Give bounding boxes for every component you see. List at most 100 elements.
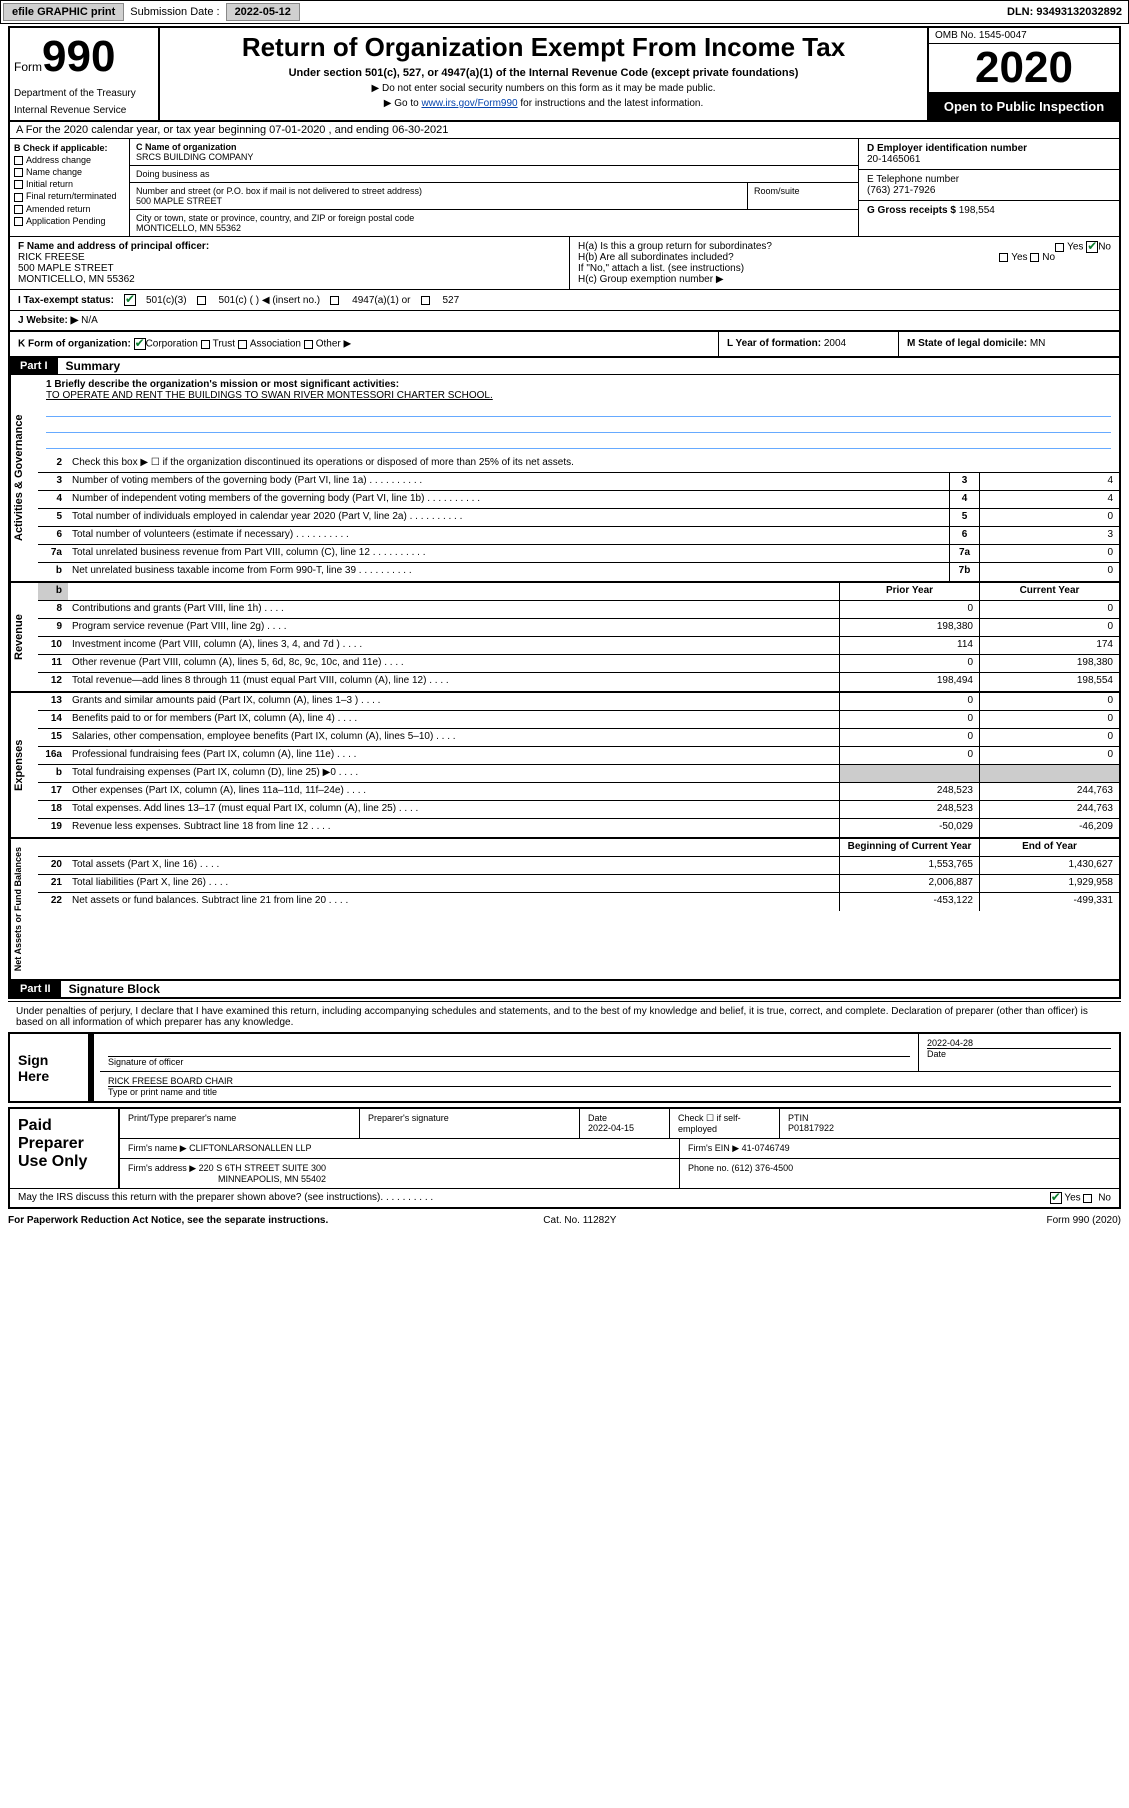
phone-value: (763) 271-7926 [867,185,1111,196]
ha-no[interactable] [1086,241,1098,253]
col-current-year: Current Year [979,583,1119,600]
line-desc: Total number of volunteers (estimate if … [68,527,949,544]
firm-address-2: MINNEAPOLIS, MN 55402 [218,1174,326,1184]
col-begin-year: Beginning of Current Year [839,839,979,856]
chk-amended[interactable] [14,205,23,214]
line-current: 0 [979,619,1119,636]
chk-address-change[interactable] [14,156,23,165]
row-h: H(a) Is this a group return for subordin… [570,237,1119,289]
col-prior-year: Prior Year [839,583,979,600]
line-current: 174 [979,637,1119,654]
line-desc: Net assets or fund balances. Subtract li… [68,893,839,911]
chk-527[interactable] [421,296,430,305]
row-m-state: M State of legal domicile: MN [899,332,1119,356]
ptin-value: P01817922 [788,1123,834,1133]
city-state-zip: MONTICELLO, MN 55362 [136,223,852,233]
line-desc: Grants and similar amounts paid (Part IX… [68,693,839,710]
line-desc: Total expenses. Add lines 13–17 (must eq… [68,801,839,818]
preparer-sig-label: Preparer's signature [360,1109,580,1138]
org-name: SRCS BUILDING COMPANY [136,152,852,162]
officer-printed-name: RICK FREESE BOARD CHAIR [108,1076,1111,1086]
line-current: 0 [979,601,1119,618]
line-current: 0 [979,747,1119,764]
hb-yes[interactable] [999,253,1008,262]
line-current: 198,380 [979,655,1119,672]
chk-other[interactable] [304,340,313,349]
line-prior: 0 [839,747,979,764]
chk-501c3[interactable] [124,294,136,306]
efile-button[interactable]: efile GRAPHIC print [3,3,124,21]
chk-association[interactable] [238,340,247,349]
sub-note-1: ▶ Do not enter social security numbers o… [168,83,919,94]
line-current: 1,430,627 [979,857,1119,874]
discuss-yes[interactable] [1050,1192,1062,1204]
irs-link[interactable]: www.irs.gov/Form990 [421,98,517,109]
tab-revenue: Revenue [10,583,38,691]
line-prior: -453,122 [839,893,979,911]
open-to-public: Open to Public Inspection [929,93,1119,120]
self-employed-check[interactable]: Check ☐ if self-employed [670,1109,780,1138]
line-prior: 114 [839,637,979,654]
preparer-date: 2022-04-15 [588,1123,634,1133]
line-current: 0 [979,729,1119,746]
chk-501c[interactable] [197,296,206,305]
sig-officer-label: Signature of officer [108,1056,910,1067]
dln: DLN: 93493132032892 [1007,6,1128,18]
line-desc: Program service revenue (Part VIII, line… [68,619,839,636]
line-current: 1,929,958 [979,875,1119,892]
line-desc: Benefits paid to or for members (Part IX… [68,711,839,728]
chk-final-return[interactable] [14,193,23,202]
form-990-frame: Form990 Department of the Treasury Inter… [8,26,1121,999]
phone-label: E Telephone number [867,174,1111,185]
line-desc: Number of voting members of the governin… [68,473,949,490]
dept-treasury: Department of the Treasury [14,88,154,99]
line-prior: 0 [839,711,979,728]
tab-net-assets: Net Assets or Fund Balances [10,839,38,979]
submission-date: 2022-05-12 [226,3,300,21]
ha-yes[interactable] [1055,243,1064,252]
line-current: 0 [979,693,1119,710]
sub-note-2: ▶ Go to www.irs.gov/Form990 for instruct… [168,98,919,109]
header-mid: Return of Organization Exempt From Incom… [160,28,929,120]
chk-name-change[interactable] [14,168,23,177]
preparer-name-label: Print/Type preparer's name [120,1109,360,1138]
line-current: 244,763 [979,801,1119,818]
chk-initial-return[interactable] [14,180,23,189]
sign-date: 2022-04-28 [927,1038,1111,1048]
dept-irs: Internal Revenue Service [14,105,154,116]
line-desc: Total liabilities (Part X, line 26) [68,875,839,892]
submission-label: Submission Date : [130,6,219,18]
line-prior: 198,494 [839,673,979,691]
line-value: 4 [979,473,1119,490]
line-prior: 198,380 [839,619,979,636]
chk-4947[interactable] [330,296,339,305]
line-desc: Total fundraising expenses (Part IX, col… [68,765,839,782]
row-a-tax-year: A For the 2020 calendar year, or tax yea… [10,122,1119,139]
org-name-label: C Name of organization [136,142,852,152]
row-k-form-org: K Form of organization: Corporation Trus… [10,332,719,356]
line-value: 3 [979,527,1119,544]
line-desc: Professional fundraising fees (Part IX, … [68,747,839,764]
row-j-website: J Website: ▶ N/A [10,311,1119,332]
line-prior: 0 [839,601,979,618]
hc-group-exemption: H(c) Group exemption number ▶ [578,274,1111,285]
discuss-no[interactable] [1083,1194,1092,1203]
sign-here-label: Sign Here [10,1034,90,1101]
chk-application-pending[interactable] [14,217,23,226]
chk-corporation[interactable] [134,338,146,350]
hb-no[interactable] [1030,253,1039,262]
footer: For Paperwork Reduction Act Notice, see … [0,1213,1129,1228]
line-desc: Salaries, other compensation, employee b… [68,729,839,746]
street-address: 500 MAPLE STREET [136,196,741,206]
tax-year: 2020 [929,44,1119,93]
mission-label: 1 Briefly describe the organization's mi… [46,379,1111,390]
col-b-checkboxes: B Check if applicable: Address change Na… [10,139,130,236]
chk-trust[interactable] [201,340,210,349]
line-current: 198,554 [979,673,1119,691]
firm-name: CLIFTONLARSONALLEN LLP [189,1143,311,1153]
line-prior: 248,523 [839,801,979,818]
tab-activities-governance: Activities & Governance [10,375,38,581]
line-prior: 2,006,887 [839,875,979,892]
part1-title: Summary [58,359,121,373]
mission-text: TO OPERATE AND RENT THE BUILDINGS TO SWA… [46,390,1111,401]
